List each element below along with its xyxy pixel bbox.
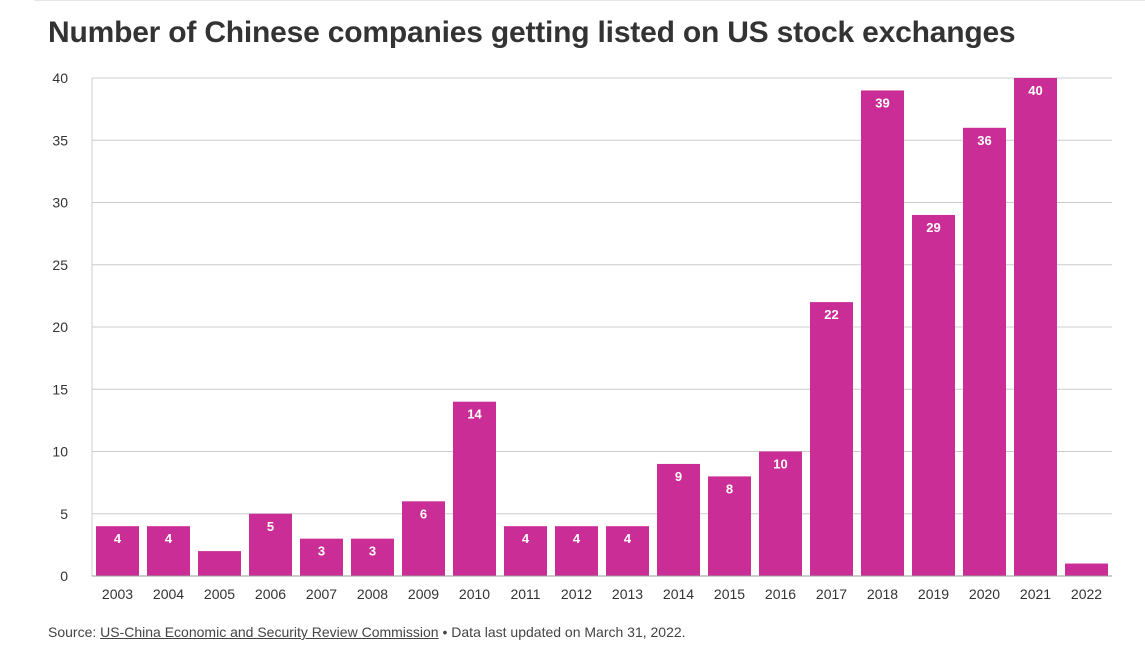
bar [96,526,139,576]
data-label: 4 [165,531,173,546]
bar [453,401,496,576]
bar [861,90,904,576]
data-label: 4 [114,531,122,546]
bar [1014,78,1057,576]
x-tick-label: 2009 [408,586,439,602]
y-tick-label: 25 [52,257,68,273]
bar [657,463,700,576]
x-tick-label: 2004 [153,586,184,602]
top-rule [34,0,1145,1]
bar [147,526,190,576]
x-tick-label: 2007 [306,586,337,602]
bar [300,538,343,576]
x-tick-label: 2021 [1020,586,1051,602]
x-tick-label: 2012 [561,586,592,602]
x-tick-label: 2014 [663,586,694,602]
source-footer: Source: US-China Economic and Security R… [48,624,686,640]
bar [351,538,394,576]
data-label: 4 [573,531,581,546]
data-label: 3 [369,544,376,559]
bar [402,501,445,576]
data-label: 10 [773,457,787,472]
bar [504,526,547,576]
bar [810,302,853,576]
data-label: 39 [875,95,889,110]
data-label: 9 [675,469,682,484]
data-label: 4 [624,531,632,546]
data-label: 14 [467,407,482,422]
y-tick-label: 20 [52,319,68,335]
x-tick-label: 2019 [918,586,949,602]
bar-chart: 0 5 10 15 20 25 30 35 40 4 2003 4 2004 2005 5 2006 3 2007… [52,70,1112,602]
bar [249,513,292,576]
bar [1065,563,1108,576]
source-note: • Data last updated on March 31, 2022. [438,624,686,640]
x-tick-label: 2010 [459,586,490,602]
x-tick-label: 2011 [510,586,540,602]
data-label: 40 [1028,83,1042,98]
x-tick-label: 2017 [816,586,847,602]
data-label: 5 [267,519,274,534]
x-tick-label: 2015 [714,586,745,602]
data-label: 29 [926,220,940,235]
bar [606,526,649,576]
source-prefix: Source: [48,624,101,640]
y-tick-label: 0 [60,568,68,584]
y-tick-label: 5 [60,506,68,522]
x-tick-label: 2006 [255,586,286,602]
bar [912,214,955,576]
x-tick-label: 2018 [867,586,898,602]
y-tick-label: 30 [52,195,68,211]
data-label: 3 [318,544,325,559]
data-label: 4 [522,531,530,546]
x-tick-label: 2020 [969,586,1000,602]
data-label: 6 [420,506,427,521]
x-tick-label: 2016 [765,586,796,602]
bar [759,451,802,576]
y-tick-label: 15 [52,381,68,397]
bar [555,526,598,576]
x-tick-label: 2022 [1071,586,1102,602]
source-link[interactable]: US-China Economic and Security Review Co… [100,624,439,640]
bar [708,476,751,576]
x-tick-label: 2003 [102,586,133,602]
y-tick-label: 35 [52,132,68,148]
y-tick-label: 40 [52,70,68,86]
x-tick-label: 2013 [612,586,643,602]
x-tick-label: 2008 [357,586,388,602]
data-label: 22 [824,307,838,322]
x-tick-label: 2005 [204,586,235,602]
y-tick-label: 10 [52,444,68,460]
chart-title: Number of Chinese companies getting list… [48,16,1016,49]
bar [963,127,1006,577]
bar [198,551,241,576]
data-label: 36 [977,133,991,148]
data-label: 8 [726,481,733,496]
